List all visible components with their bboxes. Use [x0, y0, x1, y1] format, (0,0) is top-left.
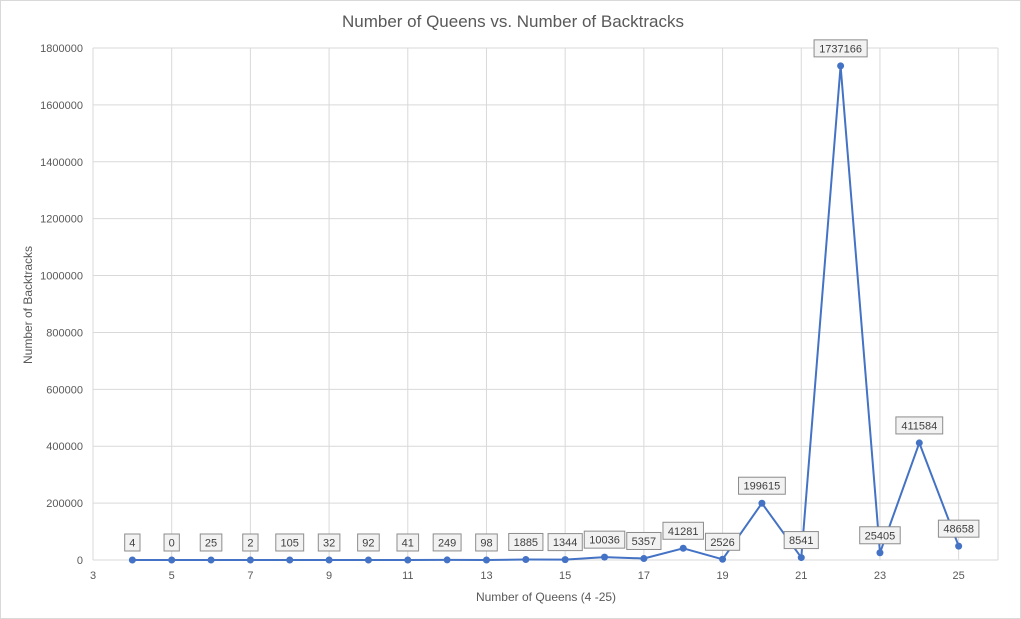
- data-label-box: [163, 533, 180, 552]
- data-label-box: [937, 519, 980, 538]
- x-tick-label: 21: [795, 570, 807, 582]
- data-label: 10036: [589, 535, 620, 547]
- x-tick-label: 13: [480, 570, 492, 582]
- data-label-box: [704, 532, 741, 551]
- data-label-box: [432, 533, 462, 552]
- data-label: 41: [402, 537, 414, 549]
- data-label: 25405: [865, 530, 896, 542]
- x-tick-label: 23: [874, 570, 886, 582]
- data-label: 32: [323, 537, 335, 549]
- data-point: [286, 556, 294, 564]
- x-axis-title: Number of Queens (4 -25): [476, 590, 616, 604]
- y-tick-label: 200000: [46, 498, 83, 510]
- x-tick-label: 17: [638, 570, 650, 582]
- data-point: [246, 556, 254, 564]
- data-label: 98: [480, 537, 492, 549]
- data-point: [443, 556, 451, 564]
- data-point: [876, 549, 884, 557]
- chart-title: Number of Queens vs. Number of Backtrack…: [342, 12, 684, 31]
- x-axis-ticks: 3 5 7 9 11 13 15 17 19 21 23 25: [90, 570, 965, 582]
- y-tick-label: 1600000: [40, 100, 83, 112]
- data-label: 411584: [901, 420, 937, 432]
- y-tick-label: 800000: [46, 327, 83, 339]
- data-labels: 4 0 25 2 105 32 92 41 249 98 1885 1344 10036 5357 4128…: [124, 39, 980, 552]
- data-point: [404, 556, 412, 564]
- data-point: [482, 556, 490, 564]
- data-point: [325, 556, 333, 564]
- data-label-box: [275, 533, 305, 552]
- data-label: 105: [281, 537, 299, 549]
- data-label: 2526: [710, 537, 734, 549]
- data-point: [601, 553, 609, 561]
- x-tick-label: 5: [169, 570, 175, 582]
- data-point: [522, 555, 530, 563]
- x-tick-label: 7: [247, 570, 253, 582]
- data-label-box: [317, 533, 341, 552]
- data-label-box: [547, 533, 583, 552]
- y-tick-label: 1400000: [40, 157, 83, 169]
- data-label-box: [859, 526, 901, 545]
- x-tick-label: 19: [716, 570, 728, 582]
- data-point: [797, 554, 805, 562]
- x-tick-label: 25: [953, 570, 965, 582]
- data-label-box: [508, 532, 544, 551]
- data-label-box: [357, 533, 380, 552]
- series-line-path: [132, 64, 960, 561]
- data-label: 92: [362, 537, 374, 549]
- data-label-box: [124, 533, 141, 552]
- y-tick-label: 400000: [46, 441, 83, 453]
- data-label-box: [199, 533, 223, 552]
- data-point: [128, 556, 136, 564]
- data-label: 1344: [553, 537, 577, 549]
- data-point: [758, 499, 766, 507]
- data-label: 4: [129, 537, 135, 549]
- x-tick-label: 15: [559, 570, 571, 582]
- y-axis-title: Number of Backtracks: [21, 246, 35, 364]
- data-point: [719, 555, 727, 563]
- data-label-box: [475, 533, 498, 552]
- data-point: [679, 544, 687, 552]
- data-label-box: [662, 521, 704, 540]
- data-label-box: [813, 39, 868, 58]
- data-label: 5357: [632, 536, 656, 548]
- data-label: 1737166: [819, 43, 862, 55]
- data-label: 249: [438, 537, 456, 549]
- data-label-box: [583, 530, 626, 549]
- y-tick-label: 0: [77, 555, 83, 567]
- y-tick-label: 600000: [46, 384, 83, 396]
- data-label: 2: [247, 537, 253, 549]
- data-point: [168, 556, 176, 564]
- y-axis-ticks: 0 200000 400000 600000 800000 1000000 1200000 1…: [40, 43, 83, 567]
- data-label-box: [738, 476, 786, 495]
- data-point: [561, 556, 569, 564]
- y-tick-label: 1200000: [40, 214, 83, 226]
- data-point: [640, 554, 648, 562]
- data-label: 8541: [789, 535, 813, 547]
- data-label: 41281: [668, 526, 699, 538]
- data-point: [364, 556, 372, 564]
- gridlines: [92, 47, 999, 561]
- data-label-box: [783, 531, 819, 550]
- y-tick-label: 1800000: [40, 43, 83, 55]
- data-point: [837, 62, 845, 70]
- data-label-box: [895, 416, 944, 435]
- data-label-box: [242, 533, 259, 552]
- data-label-box: [396, 533, 420, 552]
- data-label: 0: [169, 538, 175, 550]
- data-point: [207, 556, 215, 564]
- data-point: [955, 542, 963, 550]
- data-label: 48658: [943, 524, 974, 536]
- x-tick-label: 3: [90, 570, 96, 582]
- series-line: [128, 62, 963, 564]
- data-label: 199615: [744, 481, 781, 493]
- y-tick-label: 1000000: [40, 271, 83, 283]
- data-label: 1885: [514, 537, 538, 549]
- data-label-box: [626, 531, 662, 550]
- x-tick-label: 9: [326, 570, 332, 582]
- data-point: [915, 439, 923, 447]
- data-label: 25: [205, 537, 217, 549]
- x-tick-label: 11: [402, 570, 413, 582]
